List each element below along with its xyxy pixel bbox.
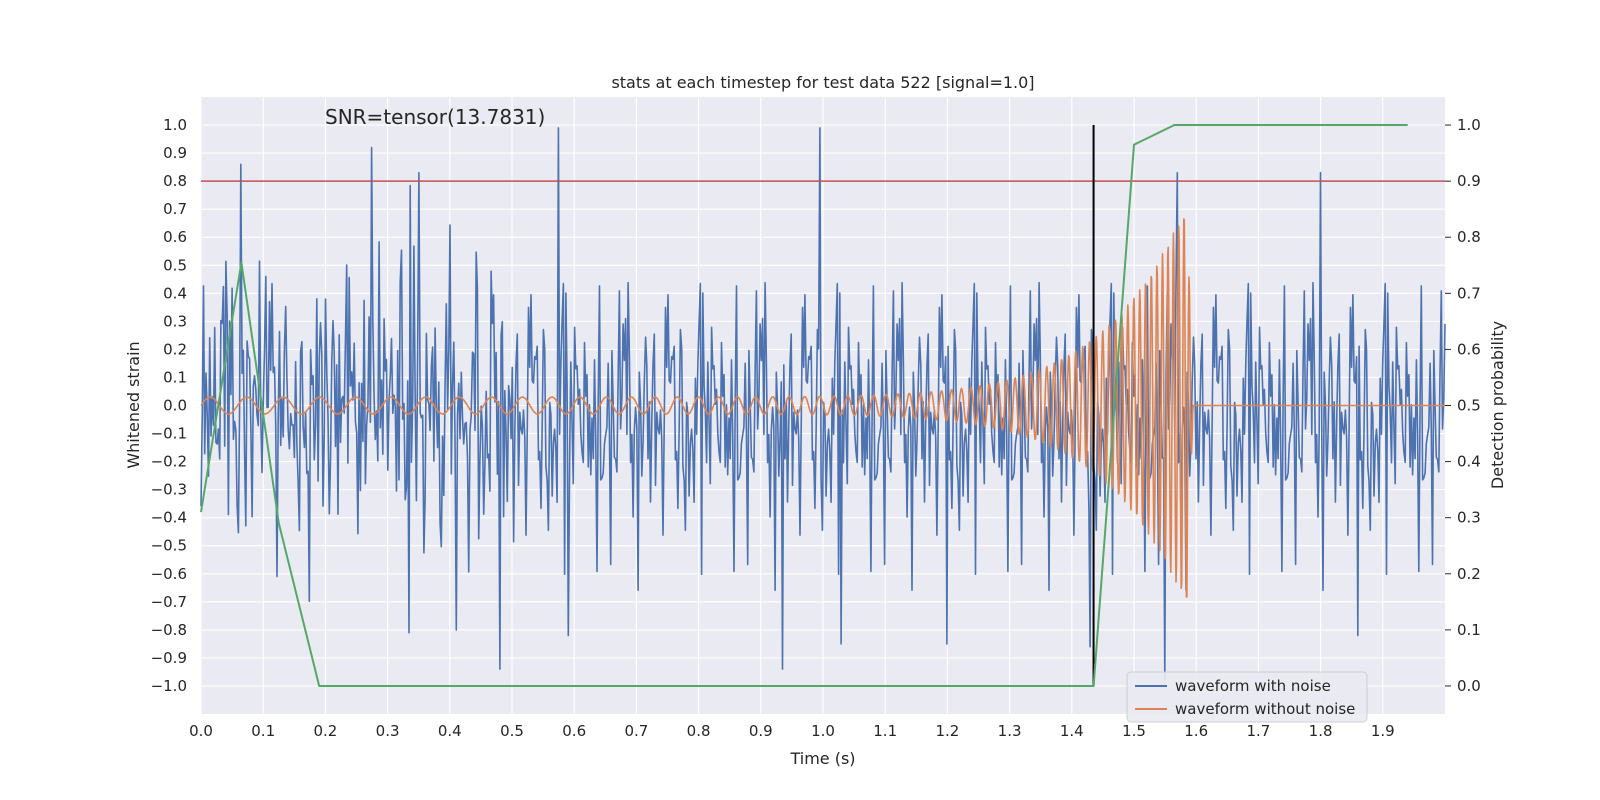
y-tick-labels: 1.0 0.9 0.8 0.7 0.6 0.5 0.4 0.3 0.2 0.1 0.0 −0.1 −0.… xyxy=(151,116,187,695)
series-detection-probability xyxy=(200,124,1408,687)
x-tick-label: 0.2 xyxy=(313,722,337,740)
x-tick-label: 1.6 xyxy=(1184,722,1208,740)
x-tick-label: 1.7 xyxy=(1246,722,1270,740)
y-tick-label: 0.5 xyxy=(163,256,187,274)
y-tick-label: −0.1 xyxy=(151,425,187,443)
x-tick-label: 0.8 xyxy=(687,722,711,740)
y-axis-label: Whitened strain xyxy=(124,341,143,468)
series-waveform-with-noise xyxy=(200,127,1446,682)
y-right-tick-label: 0.2 xyxy=(1457,565,1481,583)
y-right-tick-label: 0.6 xyxy=(1457,340,1481,358)
y-right-tick-label: 0.3 xyxy=(1457,509,1481,527)
y-tick-label: 0.7 xyxy=(163,200,187,218)
y-tick-label: 0.4 xyxy=(163,284,187,302)
y-tick-label: −0.6 xyxy=(151,565,187,583)
snr-annotation: SNR=tensor(13.7831) xyxy=(325,105,545,129)
legend: waveform with noise waveform without noi… xyxy=(1126,671,1368,723)
x-tick-label: 0.1 xyxy=(251,722,275,740)
y-tick-label: 0.9 xyxy=(163,144,187,162)
x-tick-label: 0.4 xyxy=(438,722,462,740)
y-tick-label: −0.2 xyxy=(151,453,187,471)
y-tick-label: −0.4 xyxy=(151,509,187,527)
y-tick-label: 0.8 xyxy=(163,172,187,190)
y-tick-label: −0.5 xyxy=(151,537,187,555)
y-right-tick-label: 0.9 xyxy=(1457,172,1481,190)
y-right-tick-label: 0.7 xyxy=(1457,284,1481,302)
y-right-tick-label: 0.8 xyxy=(1457,228,1481,246)
x-tick-label: 0.6 xyxy=(562,722,586,740)
x-tick-label: 0.5 xyxy=(500,722,524,740)
x-tick-label: 1.5 xyxy=(1122,722,1146,740)
x-tick-label: 1.9 xyxy=(1371,722,1395,740)
y-tick-label: 0.6 xyxy=(163,228,187,246)
y-tick-label: −0.8 xyxy=(151,621,187,639)
x-tick-label: 1.1 xyxy=(873,722,897,740)
grid xyxy=(200,97,1445,714)
x-tick-label: 0.9 xyxy=(749,722,773,740)
series-layer xyxy=(200,127,1446,682)
y-tick-label: −0.9 xyxy=(151,649,187,667)
x-tick-label: 1.4 xyxy=(1060,722,1084,740)
y-right-axis-label: Detection probability xyxy=(1488,321,1507,489)
chart-title: stats at each timestep for test data 522… xyxy=(611,73,1034,92)
legend-label-noisy: waveform with noise xyxy=(1175,677,1331,695)
x-tick-labels: 0.0 0.1 0.2 0.3 0.4 0.5 0.6 0.7 0.8 0.9 1.0 1.1 1.2 1… xyxy=(189,722,1395,740)
y-right-tick-labels: 1.0 0.9 0.8 0.7 0.6 0.5 0.4 0.3 0.2 0.1 0.0 xyxy=(1445,116,1481,695)
y-tick-label: 0.1 xyxy=(163,368,187,386)
y-right-tick-label: 1.0 xyxy=(1457,116,1481,134)
x-axis-label: Time (s) xyxy=(789,749,855,768)
y-tick-label: −0.3 xyxy=(151,481,187,499)
x-tick-label: 0.3 xyxy=(376,722,400,740)
y-right-tick-label: 0.1 xyxy=(1457,621,1481,639)
x-tick-label: 1.8 xyxy=(1309,722,1333,740)
x-tick-label: 1.0 xyxy=(811,722,835,740)
series-waveform-without-noise xyxy=(200,218,1446,598)
y-right-tick-label: 0.4 xyxy=(1457,453,1481,471)
y-tick-label: 0.0 xyxy=(163,397,187,415)
x-tick-label: 1.3 xyxy=(998,722,1022,740)
y-tick-label: −0.7 xyxy=(151,593,187,611)
y-tick-label: −1.0 xyxy=(151,677,187,695)
x-tick-label: 1.2 xyxy=(935,722,959,740)
y-tick-label: 1.0 xyxy=(163,116,187,134)
overlay-layer xyxy=(200,124,1445,687)
x-tick-label: 0.0 xyxy=(189,722,213,740)
y-tick-label: 0.3 xyxy=(163,312,187,330)
y-tick-label: 0.2 xyxy=(163,340,187,358)
x-tick-label: 0.7 xyxy=(624,722,648,740)
y-right-tick-label: 0.0 xyxy=(1457,677,1481,695)
legend-label-clean: waveform without noise xyxy=(1175,700,1355,718)
legend-box xyxy=(1126,671,1368,723)
y-right-tick-label: 0.5 xyxy=(1457,397,1481,415)
